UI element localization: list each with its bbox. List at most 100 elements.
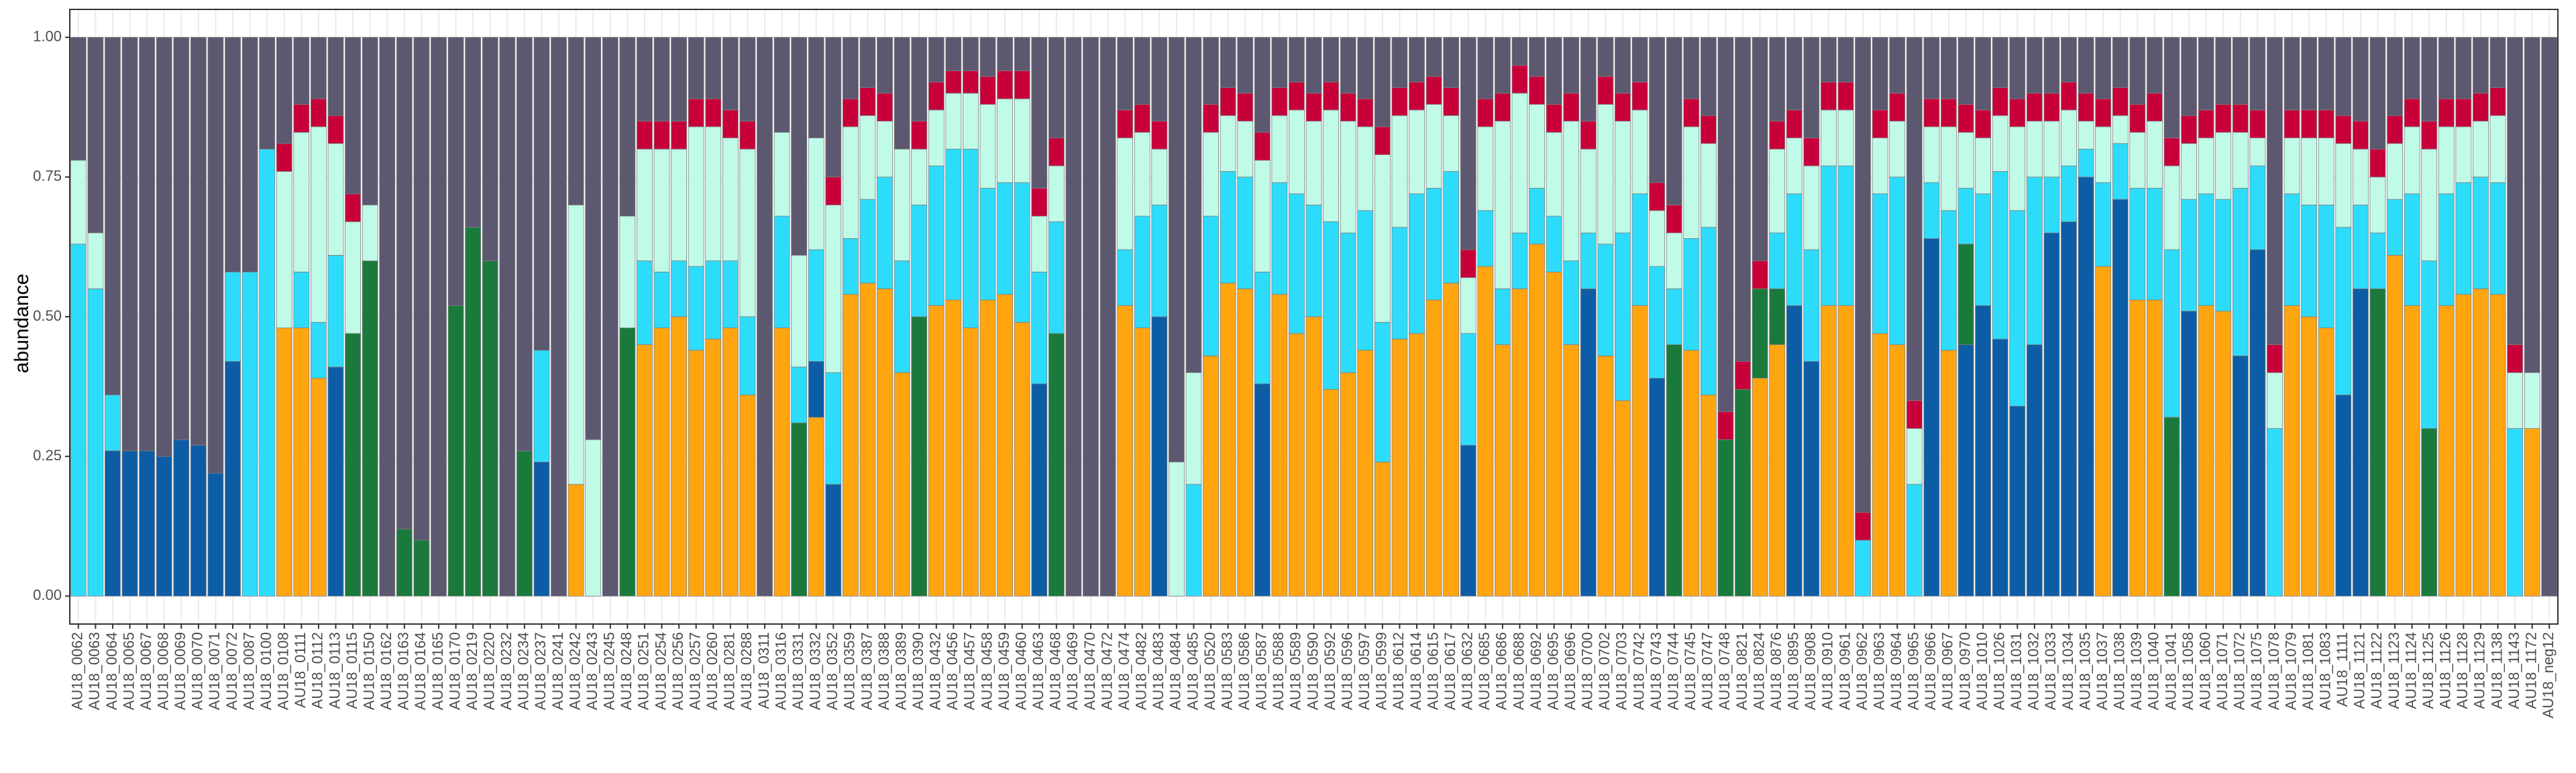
bar-segment [705,37,722,99]
bar-segment [2129,188,2146,301]
x-tick-label: AU18_1035 [2076,632,2093,710]
bar-segment [396,529,413,597]
bar-segment [1546,271,1562,597]
bar-segment [2026,121,2043,178]
x-tick-label: AU18_0485 [1184,632,1201,710]
x-tick-label: AU18_0743 [1648,632,1664,710]
bar-segment [671,316,687,597]
x-tick-label: AU18_0260 [704,632,720,710]
bar-segment [1666,37,1682,205]
bar-segment [2163,37,2180,138]
bar-segment [516,37,533,452]
bar-segment [1048,333,1065,597]
x-tick-label: AU18_0458 [978,632,995,710]
bar-segment [1683,126,1700,239]
bar-segment [653,121,670,150]
bar-segment [1220,37,1236,88]
bar-segment [739,148,756,317]
bar-segment [911,37,928,121]
bar-segment [2267,344,2283,373]
bar-segment [963,93,979,150]
bar-segment [1048,37,1065,138]
bar-segment [1185,372,1202,485]
bar-segment [1048,138,1065,166]
x-tick-label: AU18_0597 [1356,632,1373,710]
bar-segment [1460,445,1477,597]
x-tick-label: AU18_0612 [1390,632,1407,710]
bar-segment [1769,344,1786,597]
bar-segment [173,439,190,597]
bar-segment [1494,288,1511,346]
bar-segment [1597,37,1614,77]
bar-segment [1271,87,1288,116]
x-tick-label: AU18_0970 [1956,632,1973,710]
bar-segment [2146,188,2163,301]
bar-segment [190,37,207,446]
bar-segment [139,450,156,597]
bar-segment [2129,299,2146,597]
bar-segment [1014,98,1030,183]
bar-segment [1992,87,2008,116]
bar-segment [1631,193,1648,306]
bar-segment [1014,70,1030,99]
bar-segment [619,215,636,329]
bar-segment [1289,193,1305,334]
bar-segment [1769,121,1786,150]
bar-segment [2198,193,2214,306]
bar-segment [997,294,1013,597]
bar-segment [1203,355,1219,597]
bar-segment [979,76,996,105]
bar-segment [997,98,1013,183]
y-tick-label: 0.75 [33,168,62,185]
bar-segment [653,37,670,121]
bar-segment [1683,37,1700,99]
bar-segment [636,37,653,121]
bar-segment [2043,232,2060,597]
bar-segment [877,288,893,597]
bar-segment [1649,378,1665,597]
bar-segment [705,126,722,262]
bar-segment [1786,37,1803,111]
bar-segment [1872,333,1888,597]
bar-segment [963,327,979,597]
bar-segment [773,37,790,133]
x-tick-label: AU18_1058 [2180,632,2196,710]
bar-segment [963,148,979,329]
bar-segment [2181,143,2197,200]
x-tick-label: AU18_1031 [2008,632,2025,710]
x-tick-label: AU18_0876 [1768,632,1784,710]
bar-segment [2387,254,2403,597]
x-tick-label: AU18_0257 [686,632,703,710]
bar-segment [2472,288,2489,597]
bar-segment [2249,249,2266,597]
bar-segment [2369,37,2386,150]
bar-segment [705,260,722,340]
x-tick-label: AU18_0695 [1544,632,1561,710]
bar-segment [1289,81,1305,111]
bar-segment [1631,305,1648,597]
bar-segment [2421,260,2438,429]
bar-segment [2421,37,2438,121]
x-tick-label: AU18_1026 [1990,632,2007,710]
bar-segment [1134,104,1150,133]
x-tick-label: AU18_0254 [652,632,669,710]
bar-segment [808,138,824,250]
bar-segment [1649,210,1665,267]
bar-segment [1443,87,1460,116]
bar-segment [1443,115,1460,172]
bar-segment [997,37,1013,71]
bar-segment [1786,305,1803,597]
bar-segment [310,37,327,99]
bar-segment [2489,182,2506,295]
bar-segment [1185,37,1202,373]
bar-segment [2455,294,2472,597]
x-tick-label: AU18_0170 [446,632,463,710]
bar-segment [1615,37,1631,94]
bar-segment [1597,104,1614,245]
bar-segment [2387,115,2403,144]
bar-segment [1941,350,1957,597]
bar-segment [2181,37,2197,116]
bar-segment [1305,316,1322,597]
bar-segment [2318,109,2334,138]
bar-segment [431,37,447,597]
